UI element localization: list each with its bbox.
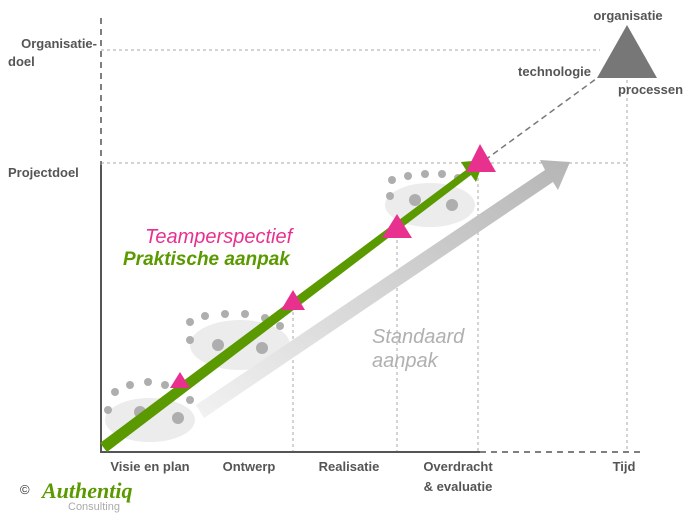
y-label: Organisatie-doel	[8, 36, 97, 69]
goal-triangle	[597, 25, 657, 78]
phase-label: Realisatie	[319, 459, 380, 474]
x-end-label: Tijd	[613, 459, 636, 474]
goal-label: technologie	[518, 64, 591, 79]
brand: Authentiq	[40, 478, 132, 503]
milestones	[170, 144, 496, 388]
text-line: Overdracht	[423, 459, 493, 474]
text-line: Realisatie	[319, 459, 380, 474]
text-line: aanpak	[372, 350, 439, 372]
text-line: & evaluatie	[424, 479, 493, 494]
phase-label: Overdracht & evaluatie	[423, 459, 493, 494]
phase-label: Ontwerp	[223, 459, 276, 474]
copyright: ©	[20, 482, 30, 497]
practical-label: Praktische aanpak	[123, 249, 291, 270]
goal-label: processen	[618, 82, 683, 97]
standard-label: Standaard aanpak	[372, 326, 465, 372]
standard-arrow	[196, 160, 570, 418]
text-line: doel	[8, 54, 35, 69]
text-line: Visie en plan	[110, 459, 189, 474]
text-line: Standaard	[372, 326, 465, 348]
team-label: Teamperspectief	[145, 226, 295, 248]
y-label: Projectdoel	[8, 165, 79, 180]
brand-sub: Consulting	[68, 501, 120, 513]
goal-line	[484, 75, 601, 161]
phase-label: Visie en plan	[110, 459, 189, 474]
goal-label: organisatie	[593, 8, 662, 23]
text-line: Ontwerp	[223, 459, 276, 474]
text-line: Organisatie-	[21, 36, 97, 51]
